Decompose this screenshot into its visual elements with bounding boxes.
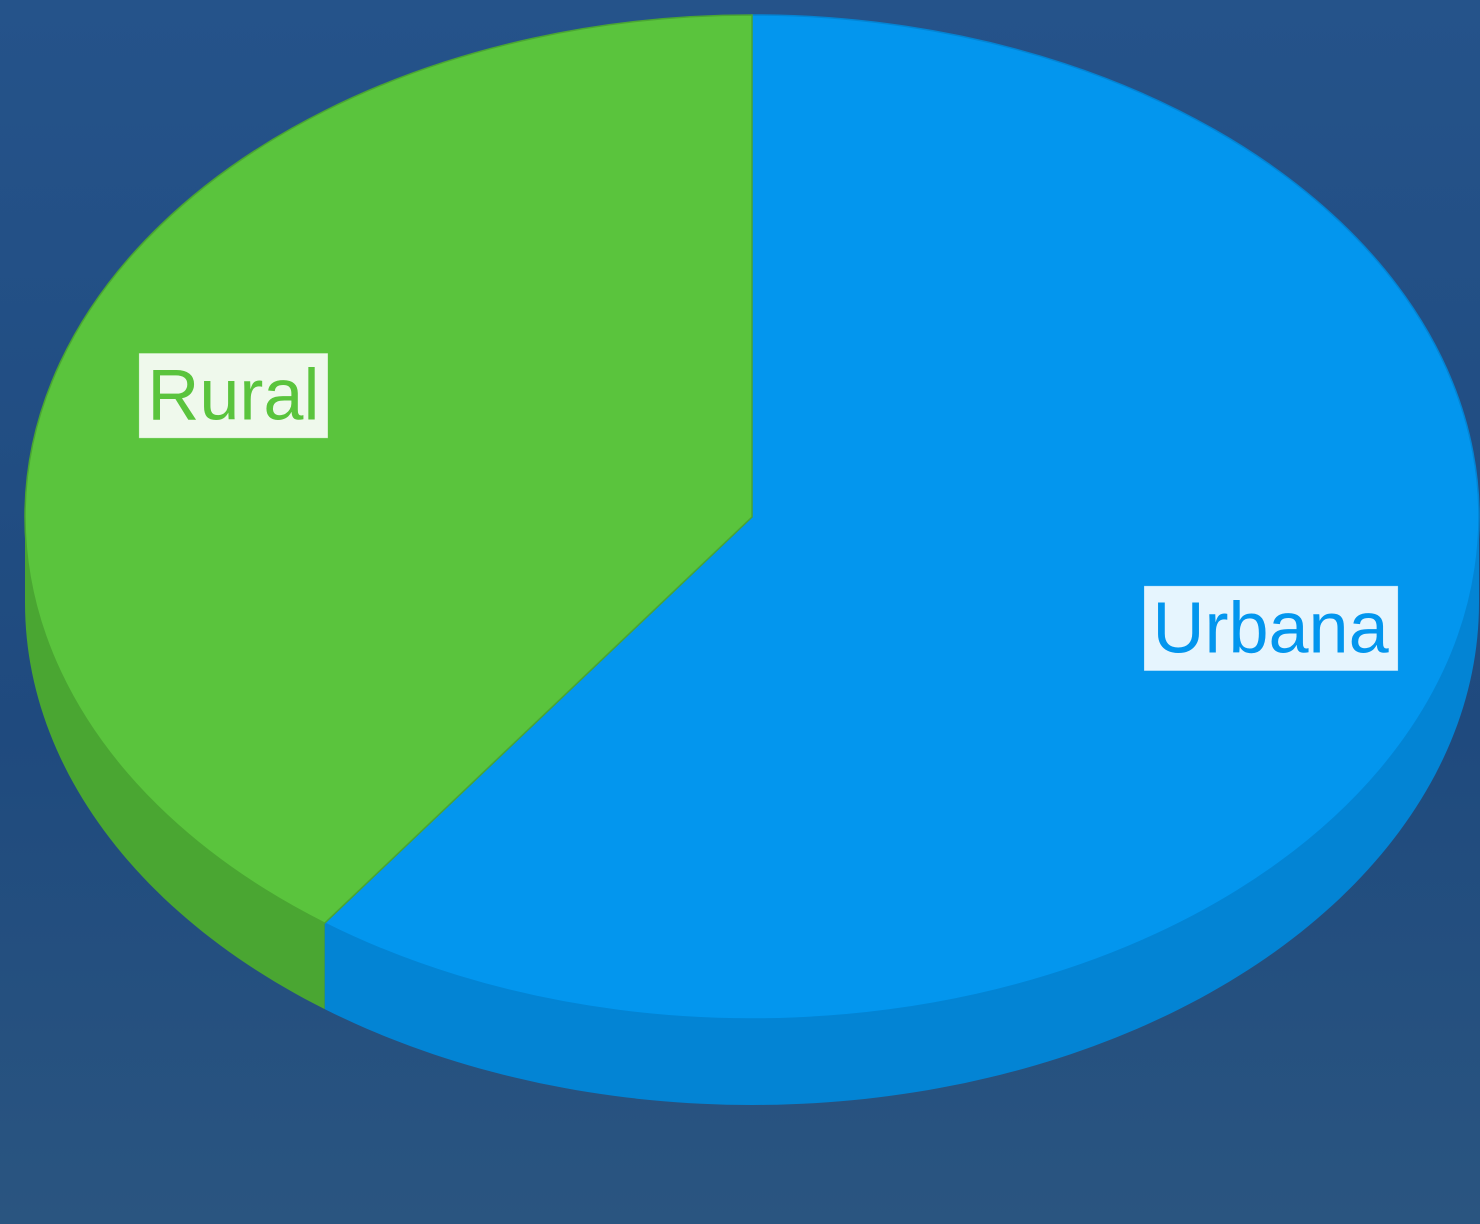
- label-box: [138, 353, 328, 439]
- slice-side: [25, 517, 325, 1010]
- slice-label: Rural: [138, 353, 328, 439]
- label-box: [1143, 585, 1399, 671]
- slice: [323, 14, 1480, 1020]
- slice-label: Urbana: [1143, 585, 1399, 671]
- slice-label-text: Urbana: [1152, 588, 1389, 668]
- slice-side: [324, 517, 1479, 1105]
- slice: [24, 14, 753, 925]
- slice-label-text: Rural: [147, 356, 319, 436]
